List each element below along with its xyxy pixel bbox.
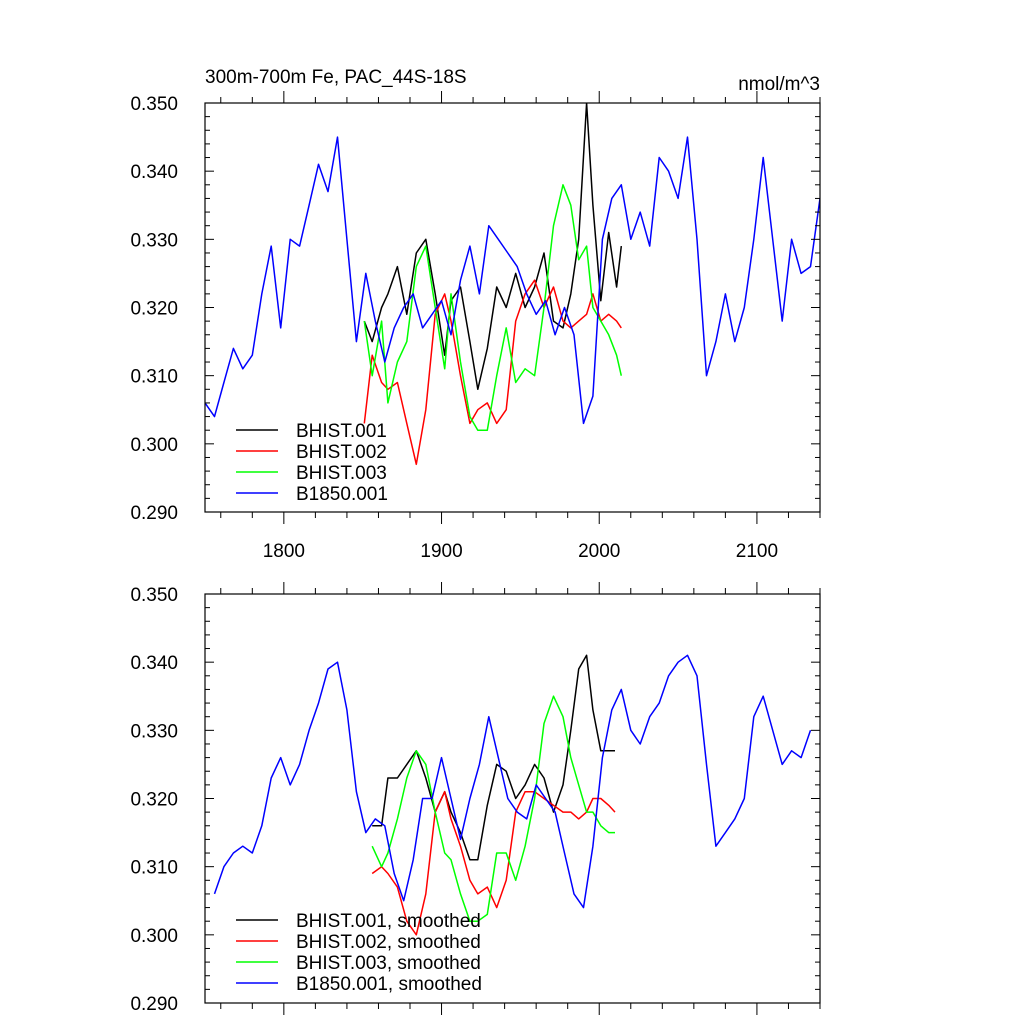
y-tick-label: 0.290 [130, 503, 178, 524]
series-line-4 [213, 654, 812, 909]
series-line-4 [205, 136, 820, 425]
legend-label: BHIST.001, smoothed [296, 911, 481, 932]
y-tick-label: 0.340 [130, 162, 178, 183]
y-tick-label: 0.300 [130, 926, 178, 947]
bottom-panel: 0.290 0.300 0.310 0.320 0.330 0.340 0.350 BHIST… [130, 582, 821, 1015]
legend-label: B1850.001, smoothed [296, 974, 482, 995]
series-line-3 [363, 184, 623, 431]
series-line-2 [363, 279, 622, 466]
y-tick-label: 0.330 [130, 230, 178, 251]
y-tick-label: 0.300 [130, 435, 178, 456]
y-tick-label: 0.310 [130, 367, 178, 388]
legend-label: BHIST.001 [296, 421, 387, 442]
series-line-3 [371, 695, 615, 922]
series-line-2 [371, 790, 616, 936]
y-tick-label: 0.340 [130, 653, 178, 674]
x-tick-label: 1900 [420, 541, 462, 562]
series-group [213, 654, 812, 936]
series-line-1 [363, 103, 623, 391]
chart-title: 300m-700m Fe, PAC_44S-18S [205, 67, 467, 88]
y-tick-label: 0.350 [130, 94, 178, 115]
series-group [205, 103, 820, 466]
x-tick-label: 2100 [736, 541, 778, 562]
legend-label: BHIST.002, smoothed [296, 932, 481, 953]
y-tick-label: 0.310 [130, 858, 178, 879]
units-label: nmol/m^3 [738, 74, 820, 95]
x-tick-label: 2000 [578, 541, 620, 562]
series-line-1 [372, 654, 615, 861]
y-tick-label: 0.320 [130, 299, 178, 320]
legend-label: BHIST.003, smoothed [296, 953, 481, 974]
y-tick-label: 0.290 [130, 994, 178, 1015]
y-tick-label: 0.330 [130, 721, 178, 742]
legend-label: BHIST.003 [296, 463, 387, 484]
x-tick-label: 1800 [263, 541, 305, 562]
y-tick-label: 0.350 [130, 585, 178, 606]
y-tick-label: 0.320 [130, 790, 178, 811]
top-panel: 0.290 0.300 0.310 0.320 0.330 0.340 0.350 1800 1… [130, 91, 821, 562]
legend-label: B1850.001 [296, 484, 388, 505]
legend-label: BHIST.002 [296, 442, 387, 463]
